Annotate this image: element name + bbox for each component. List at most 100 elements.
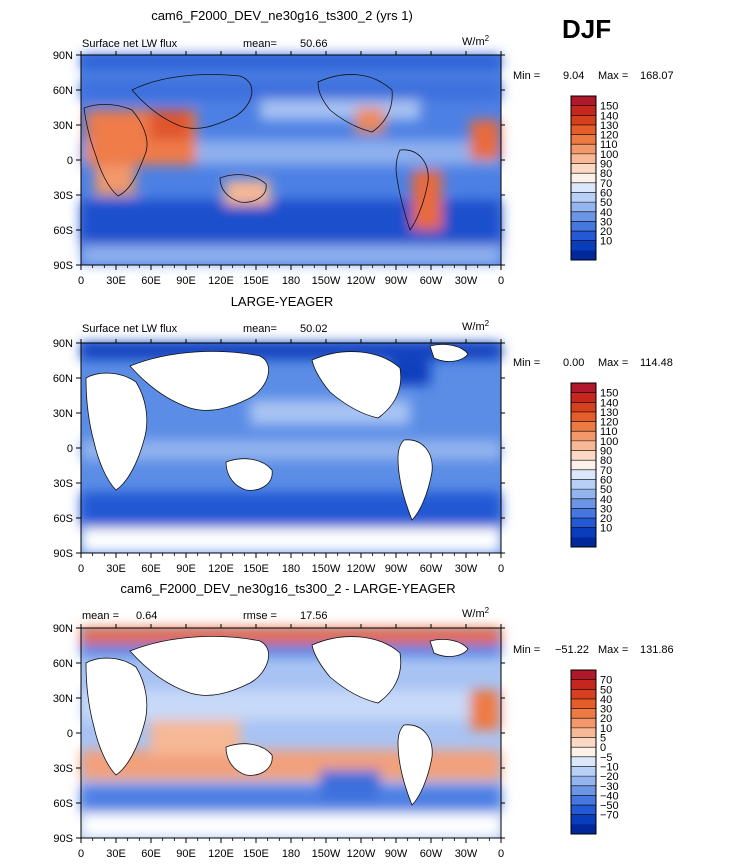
colorbar-frame [570,669,597,835]
x-tick-label: 120E [208,848,234,860]
x-tick-label: 30E [106,275,126,287]
colorbar-label: 130 [600,120,618,132]
colorbar-swatch [571,527,596,538]
colorbar-swatch [571,766,596,777]
y-tick-label: 60S [53,225,73,237]
colorbar-swatch [571,411,596,422]
x-tick-label: 0 [78,563,84,575]
colorbar-swatch [571,153,596,164]
panel-units: W/m2 [462,606,490,620]
panel-units: W/m2 [462,34,490,48]
colorbar-swatch [571,173,596,184]
x-tick-label: 30W [455,563,478,575]
colorbar-swatch [571,221,596,232]
colorbar-swatch [571,250,596,261]
panel-min-value: 9.04 [563,70,584,82]
colorbar-frame [570,382,597,548]
panel-left-label: Surface net LW flux [82,38,178,50]
colorbar-label: 0 [600,742,606,754]
colorbar-swatch [571,670,596,680]
panel-min-value: −51.22 [555,644,589,656]
x-tick-label: 0 [498,848,504,860]
panel-stat-value: 17.56 [300,610,328,622]
x-tick-label: 60E [141,275,161,287]
colorbar-label: 140 [600,397,618,409]
colorbar-swatch [571,698,596,709]
y-tick-label: 90S [53,548,73,560]
y-tick-label: 90S [53,833,73,845]
colorbar-label: 20 [600,513,612,525]
panel-left-value: 0.64 [136,610,157,622]
x-tick-label: 150E [243,275,269,287]
colorbar-label: 90 [600,159,612,171]
colorbar-swatch [571,776,596,787]
x-axis-ticks: 0 30E 60E 90E 120E 150E 180 150W 120W 90W 60W 30W 0 [78,624,504,860]
panel-2: LARGE-YEAGER Surface net LW flux mean= 5… [53,294,673,575]
x-tick-label: 120W [347,275,376,287]
colorbar-label: 140 [600,110,618,122]
colorbar-label: 130 [600,407,618,419]
colorbar-swatch [571,105,596,116]
x-tick-label: 180 [282,275,300,287]
colorbar-label: 120 [600,417,618,429]
colorbar-label: 70 [600,465,612,477]
colorbar-swatch [571,231,596,242]
panel-min-value: 0.00 [563,357,584,369]
y-tick-label: 90S [53,260,73,272]
x-tick-label: 60W [420,275,443,287]
x-tick-label: 120W [347,848,376,860]
y-tick-label: 60N [53,658,73,670]
panel-min-label: Min = [513,70,540,82]
colorbar-label: 50 [600,484,612,496]
colorbar-label: 150 [600,388,618,400]
y-axis-ticks: 90N 60N 30N 0 30S 60S 90S [53,623,505,845]
colorbar-swatch [571,383,596,393]
colorbar-label: 30 [600,216,612,228]
colorbar-label: 150 [600,101,618,113]
colorbar-swatch [571,795,596,806]
colorbar-swatch [571,805,596,816]
colorbar-label: 110 [600,426,618,438]
colorbar-swatch [571,708,596,719]
panel-title: cam6_F2000_DEV_ne30g16_ts300_2 (yrs 1) [151,8,413,23]
y-axis-ticks: 90N 60N 30N 0 30S 60S 90S [53,338,505,560]
colorbar-label: 70 [600,178,612,190]
colorbar-swatch [571,718,596,729]
colorbar-label: −5 [600,752,613,764]
colorbar-swatch [571,421,596,432]
season-label: DJF [562,14,612,44]
y-tick-label: 30N [53,120,73,132]
x-tick-label: 90W [385,563,408,575]
colorbar-label: 80 [600,168,612,180]
colorbar-label: 110 [600,139,618,151]
panel-max-value: 114.48 [640,357,673,369]
colorbar-label: −30 [600,781,619,793]
colorbar-swatch [571,469,596,480]
colorbar-swatch [571,508,596,519]
panel-max-value: 131.86 [640,644,674,656]
y-tick-label: 60S [53,513,73,525]
land-mask [85,636,469,806]
panel-stat-label: rmse = [243,610,277,622]
colorbar-swatch [571,785,596,796]
colorbar-swatch [571,727,596,738]
y-axis-ticks: 90N 60N 30N 0 30S 60S 90S [53,50,505,272]
colorbar-swatch [571,392,596,403]
x-tick-label: 0 [78,275,84,287]
colorbar-swatch [571,689,596,700]
x-tick-label: 180 [282,563,300,575]
colorbar-swatch [571,115,596,126]
colorbar-label: 40 [600,207,612,219]
x-tick-label: 150W [312,848,341,860]
y-tick-label: 60N [53,373,73,385]
panel-stat-label: mean= [243,323,277,335]
panel-max-label: Max = [598,644,628,656]
colorbar-label: 50 [600,197,612,209]
x-tick-label: 0 [498,275,504,287]
y-tick-label: 0 [67,443,73,455]
colorbar-label: 40 [600,494,612,506]
x-tick-label: 90E [176,848,196,860]
panel-stat-value: 50.66 [300,38,328,50]
